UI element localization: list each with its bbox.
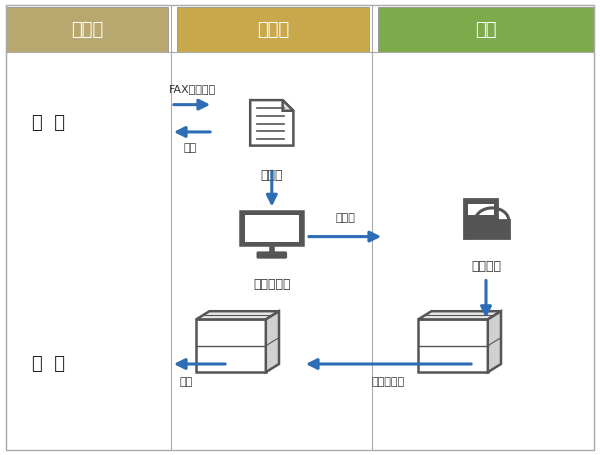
Bar <box>240 211 304 246</box>
Text: 発送: 発送 <box>179 377 193 387</box>
Text: メール: メール <box>335 213 355 223</box>
Polygon shape <box>283 100 293 111</box>
Bar <box>378 7 594 52</box>
Bar <box>177 7 369 52</box>
Polygon shape <box>488 311 501 372</box>
Polygon shape <box>464 199 509 238</box>
Bar <box>196 319 266 372</box>
Text: 倉庫: 倉庫 <box>475 20 497 39</box>
Polygon shape <box>250 100 293 146</box>
Text: 確認: 確認 <box>183 143 196 153</box>
Text: 出庫・配送: 出庫・配送 <box>372 377 405 387</box>
Polygon shape <box>469 204 493 215</box>
Text: 納  品: 納 品 <box>32 355 65 373</box>
Polygon shape <box>196 311 279 319</box>
Polygon shape <box>266 311 279 372</box>
Text: 販売店: 販売店 <box>71 20 103 39</box>
Text: データ転送: データ転送 <box>253 278 290 291</box>
Polygon shape <box>418 311 501 319</box>
Bar <box>418 319 488 372</box>
Text: 発  注: 発 注 <box>32 114 65 132</box>
Text: 在庫確認: 在庫確認 <box>471 260 501 273</box>
Bar <box>6 7 168 52</box>
Text: FAX・メール: FAX・メール <box>169 84 215 94</box>
Bar <box>245 215 299 242</box>
Text: 営業所: 営業所 <box>257 20 289 39</box>
FancyBboxPatch shape <box>257 251 287 258</box>
Text: 注文書: 注文書 <box>260 169 283 182</box>
